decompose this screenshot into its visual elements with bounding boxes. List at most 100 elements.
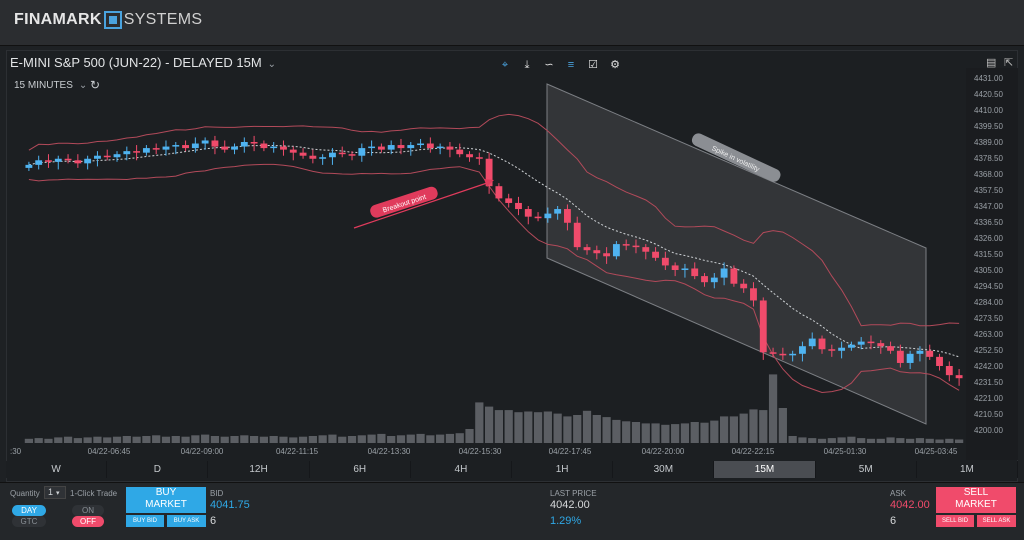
y-tick-label: 4368.00 [974, 170, 1003, 179]
volume-bar [524, 411, 533, 443]
volume-bar [592, 415, 601, 443]
candle-body [250, 142, 258, 144]
timeframe-30m[interactable]: 30M [613, 461, 715, 478]
timeframe-6h[interactable]: 6H [309, 461, 411, 478]
volume-bar [103, 437, 112, 443]
finamark-logo[interactable]: FINAMARK SYSTEMS [14, 11, 202, 29]
timeframe-d[interactable]: D [107, 461, 209, 478]
x-tick-label: :30 [10, 447, 22, 456]
candle-body [524, 209, 532, 217]
candle-body [759, 300, 767, 353]
y-tick-label: 4399.50 [974, 122, 1003, 131]
volume-bar [269, 436, 278, 443]
volume-bar [661, 424, 670, 443]
download-icon[interactable]: ⤓ [524, 59, 530, 71]
volume-bar [279, 436, 288, 443]
save-icon[interactable]: ▤ [986, 57, 997, 69]
volume-bar [837, 437, 846, 443]
y-tick-label: 4252.50 [974, 346, 1003, 355]
chevron-down-icon: ⌄ [267, 59, 277, 70]
chevron-down-icon: ▾ [56, 490, 60, 497]
candle-body [612, 244, 620, 257]
volume-bar [181, 436, 190, 443]
candle-body [456, 149, 464, 155]
buy-ask-button[interactable]: BUY ASK [167, 515, 206, 527]
sell-ask-button[interactable]: SELL ASK [977, 515, 1016, 527]
volume-bar [915, 438, 925, 443]
candle-body [338, 152, 346, 155]
layers-icon[interactable]: ≡ [567, 59, 575, 71]
y-tick-label: 4305.00 [974, 266, 1003, 275]
volume-bar [230, 436, 239, 443]
volume-bar [484, 406, 494, 443]
timeframe-1m[interactable]: 1M [916, 461, 1019, 478]
volume-bar [63, 436, 73, 443]
timeframe-w[interactable]: W [6, 461, 108, 478]
candle-body [231, 146, 238, 150]
timeframe-4h[interactable]: 4H [410, 461, 513, 478]
gtc-toggle[interactable]: GTC [12, 516, 46, 527]
candle-body [103, 155, 111, 158]
candle-body [35, 160, 43, 165]
interval-selector[interactable]: 15 MINUTES ⌄ [14, 80, 87, 91]
candle-body [642, 247, 650, 252]
calendar-check-icon[interactable]: ☑ [588, 59, 598, 71]
timeframe-15m[interactable]: 15M [714, 461, 816, 478]
volume-bar [612, 419, 621, 443]
last-price: 4042.00 [550, 499, 590, 511]
market-label: MARKET [145, 499, 187, 510]
candle-body [603, 253, 611, 257]
volume-bar [759, 410, 768, 443]
settings-gear-icon[interactable]: ⚙ [610, 59, 620, 71]
price-chart[interactable]: 4431.00 4420.50 4410.00 4399.50 4389.00 4378.… [6, 68, 1018, 460]
candle-body [750, 288, 757, 301]
chart-toolbar: ⌖ ⤓ ∽ ≡ ☑ ⚙ [498, 58, 622, 72]
y-tick-label: 4221.00 [974, 394, 1003, 403]
candle-body [329, 152, 336, 158]
candle-body [671, 265, 679, 270]
candle-body [45, 160, 52, 162]
instrument-selector[interactable]: E-MINI S&P 500 (JUN-22) - DELAYED 15M ⌄ [10, 55, 276, 70]
timeframe-1h[interactable]: 1H [512, 461, 614, 478]
volume-bar [465, 429, 474, 443]
volume-bar [886, 437, 895, 443]
one-click-off[interactable]: OFF [72, 516, 104, 527]
candle-body [182, 145, 189, 149]
x-tick-label: 04/22-09:00 [181, 447, 224, 456]
one-click-on[interactable]: ON [72, 505, 104, 516]
candle-body [426, 143, 434, 149]
crosshair-icon[interactable]: ⌖ [501, 59, 509, 71]
y-tick-label: 4242.00 [974, 362, 1003, 371]
candle-body [632, 245, 640, 248]
volume-bar [112, 436, 122, 443]
timeframe-12h[interactable]: 12H [208, 461, 310, 478]
candle-body [84, 158, 92, 164]
y-tick-label: 4357.50 [974, 186, 1003, 195]
candle-body [377, 146, 385, 150]
volume-bar [631, 422, 641, 443]
quantity-label: Quantity [10, 489, 40, 498]
refresh-icon[interactable]: ↻ [90, 78, 101, 92]
volume-bar [161, 436, 171, 443]
candle-body [142, 148, 150, 153]
volume-bar [651, 423, 660, 443]
volume-bar [152, 435, 161, 443]
candle-body [896, 350, 904, 363]
volume-bar [954, 439, 964, 443]
ask-label: ASK [890, 489, 907, 498]
sell-bid-button[interactable]: SELL BID [936, 515, 974, 527]
buy-market-button[interactable]: BUY MARKET [126, 487, 206, 513]
candle-body [123, 151, 131, 155]
y-axis-panel [966, 68, 1018, 460]
expand-icon[interactable]: ⇱ [1004, 57, 1014, 69]
candle-body [309, 155, 317, 159]
day-toggle[interactable]: DAY [12, 505, 46, 516]
candle-body [945, 366, 953, 376]
line-chart-icon[interactable]: ∽ [544, 59, 554, 71]
volume-bar [602, 417, 611, 443]
quantity-input[interactable]: 1 ▾ [44, 486, 66, 499]
timeframe-5m[interactable]: 5M [815, 461, 917, 478]
sell-market-button[interactable]: SELL MARKET [936, 487, 1016, 513]
candle-body [583, 247, 591, 251]
buy-bid-button[interactable]: BUY BID [126, 515, 164, 527]
